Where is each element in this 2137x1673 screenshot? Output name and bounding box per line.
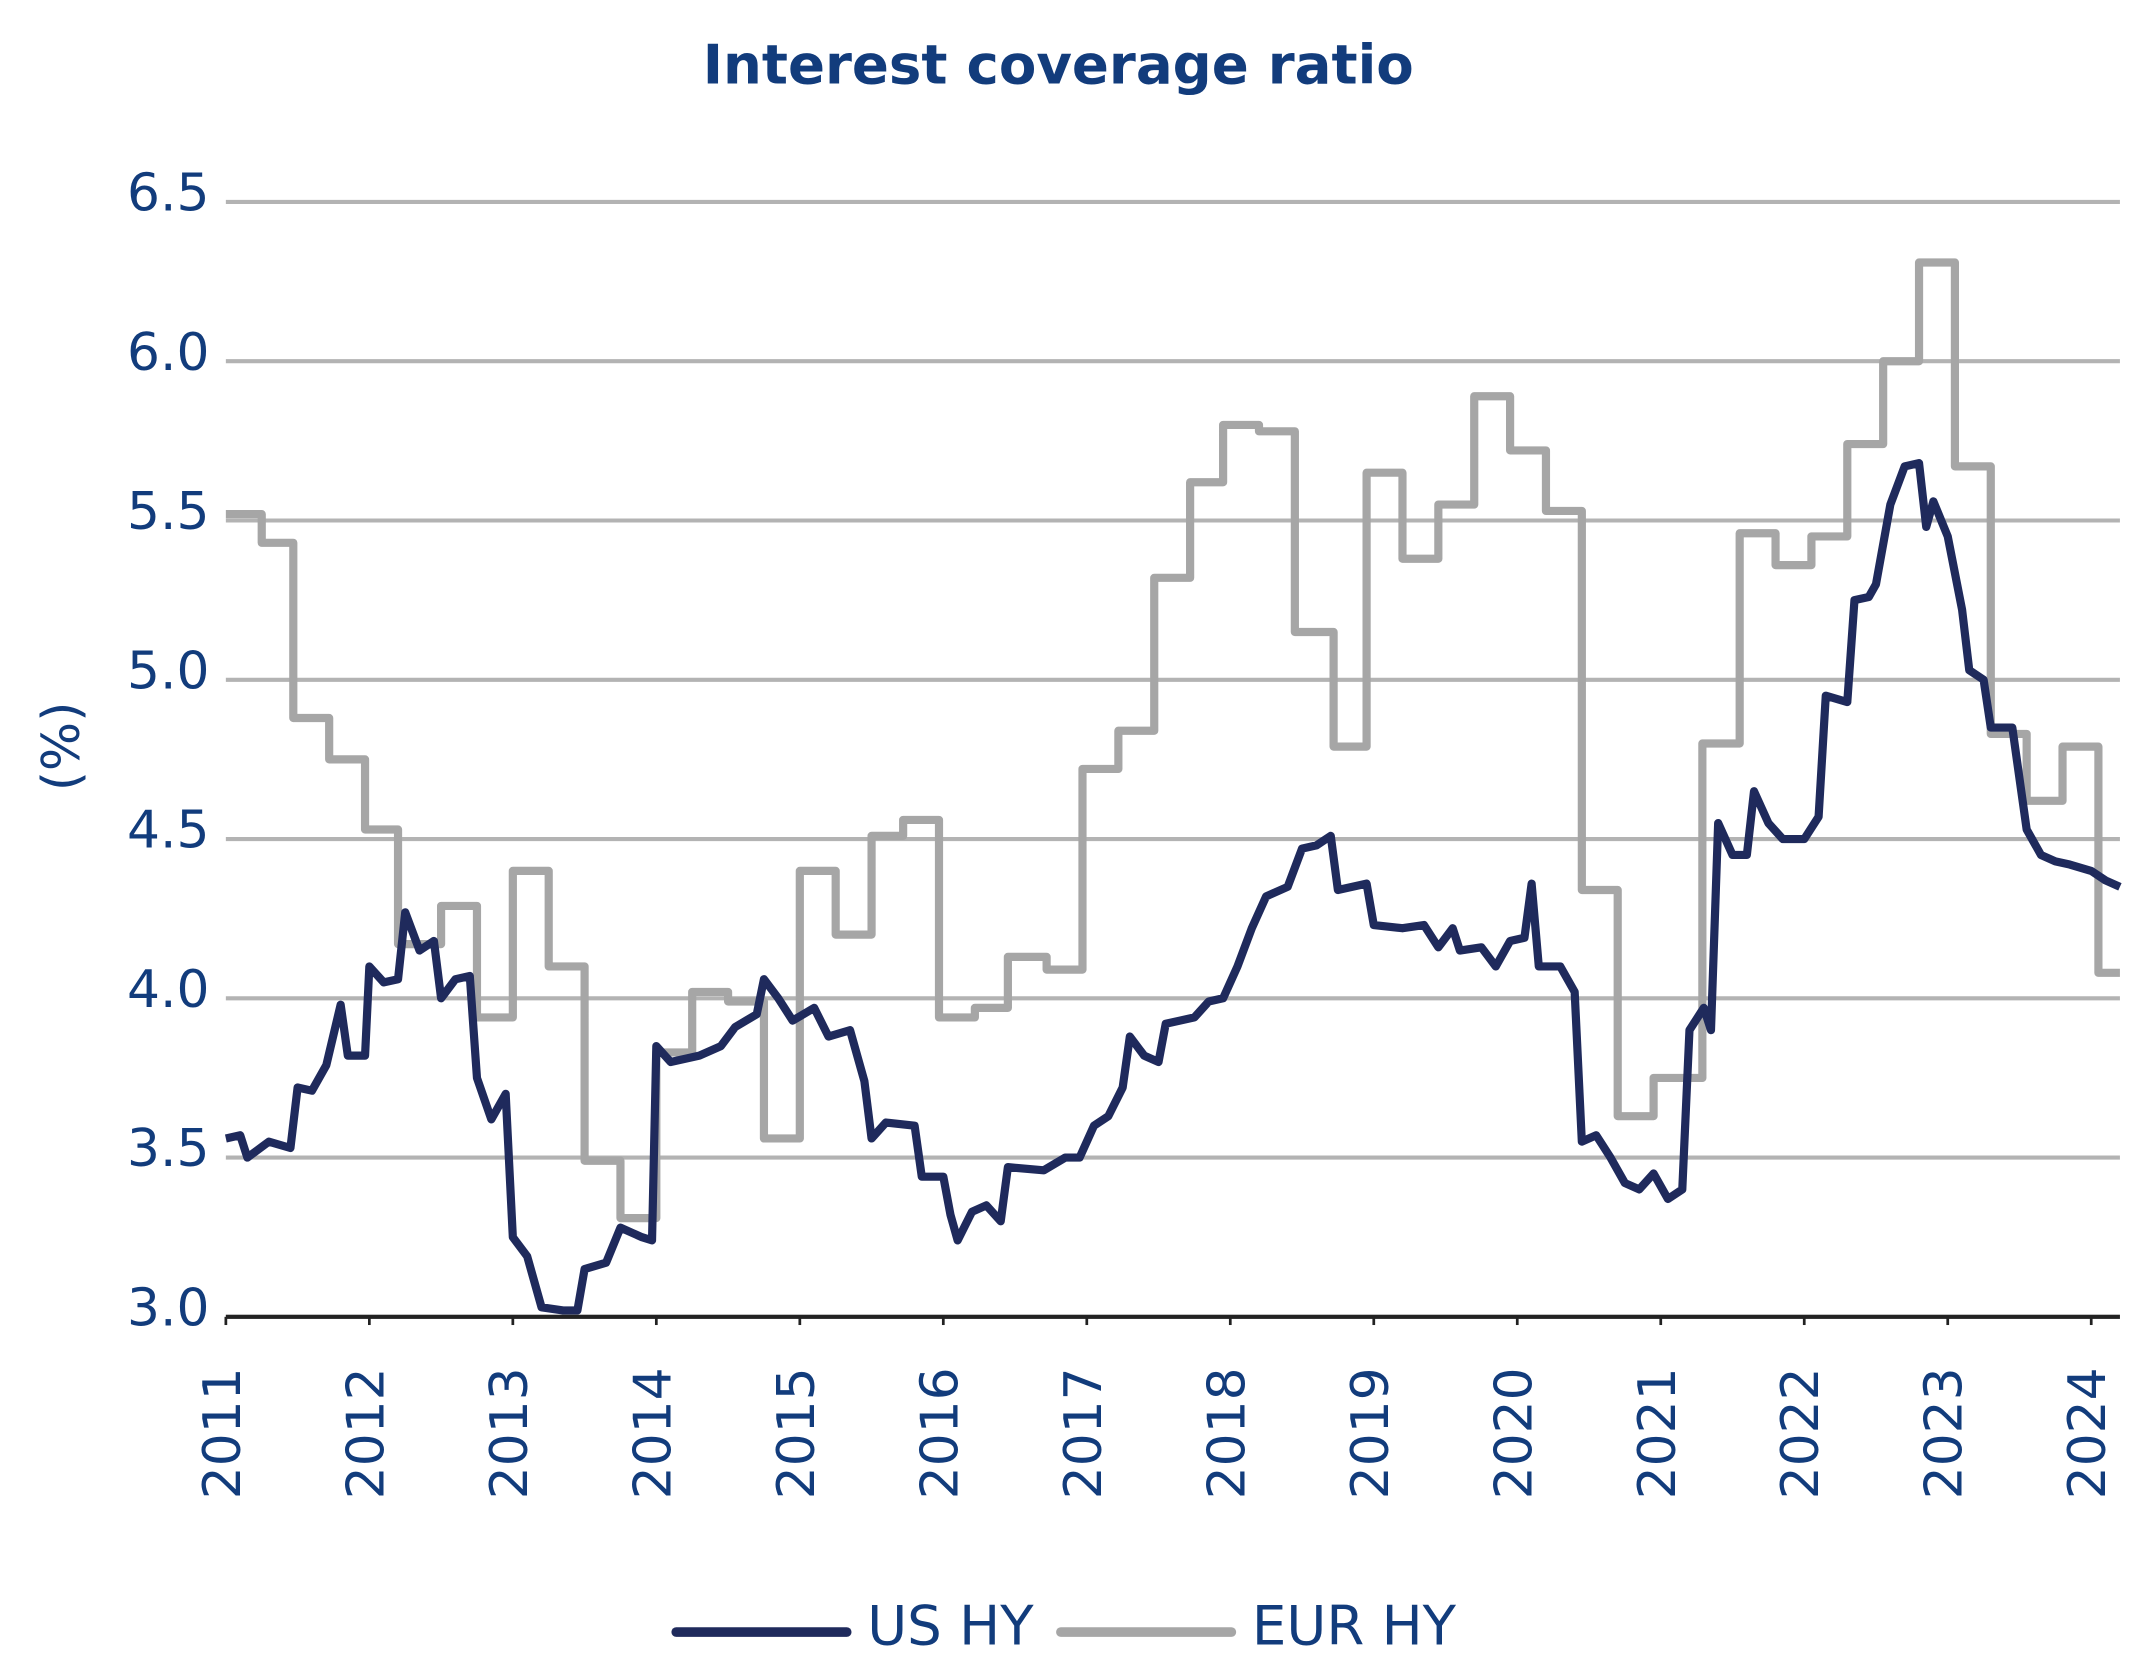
x-tick-label: 2011 <box>193 1367 253 1499</box>
x-tick-label: 2018 <box>1197 1367 1257 1499</box>
x-tick-label: 2021 <box>1628 1367 1688 1499</box>
x-tick-label: 2024 <box>2058 1367 2118 1499</box>
y-tick-label: 5.0 <box>127 641 209 701</box>
y-tick-label: 6.5 <box>127 164 209 224</box>
chart-title: Interest coverage ratio <box>703 32 1414 96</box>
x-tick-label: 2016 <box>910 1367 970 1499</box>
series-line <box>224 459 2122 1315</box>
x-tick-label: 2017 <box>1054 1367 1114 1499</box>
legend-label: US HY <box>867 1593 1034 1657</box>
x-tick-label: 2020 <box>1484 1367 1544 1499</box>
x-tick-label: 2023 <box>1915 1367 1975 1499</box>
y-tick-label: 3.0 <box>127 1278 209 1338</box>
y-tick-label: 4.5 <box>127 801 209 861</box>
y-tick-label: 4.0 <box>127 960 209 1020</box>
x-tick-label: 2014 <box>623 1367 683 1499</box>
y-axis-label: (%) <box>32 702 92 792</box>
x-tick-label: 2022 <box>1771 1367 1831 1499</box>
legend-label: EUR HY <box>1252 1593 1457 1657</box>
x-tick-label: 2015 <box>767 1367 827 1499</box>
x-tick-label: 2013 <box>480 1367 540 1499</box>
x-tick-label: 2012 <box>336 1367 396 1499</box>
y-tick-label: 5.5 <box>127 482 209 542</box>
series-line <box>225 258 2120 1223</box>
y-tick-label: 6.0 <box>127 323 209 383</box>
x-tick-label: 2019 <box>1341 1367 1401 1499</box>
y-tick-label: 3.5 <box>127 1119 209 1179</box>
